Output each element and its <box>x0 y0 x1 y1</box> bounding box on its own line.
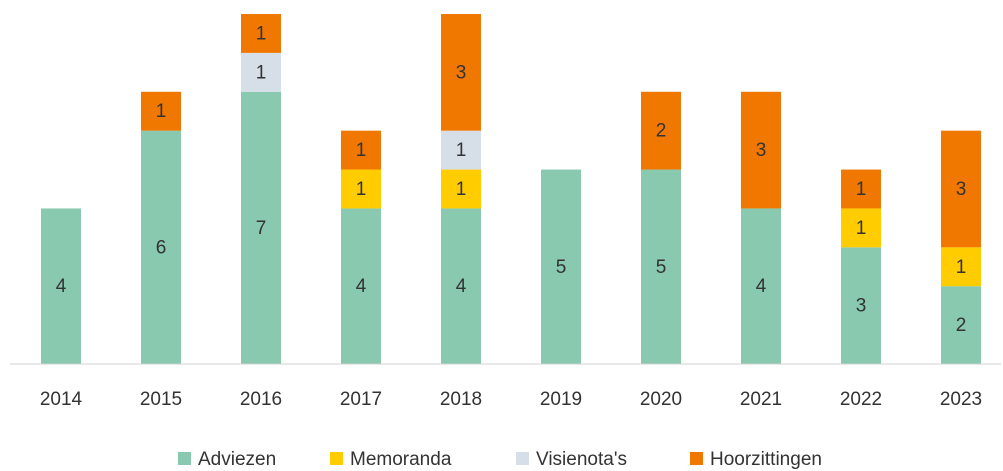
data-label: 3 <box>956 179 967 200</box>
bar-segment <box>441 130 481 170</box>
x-tick-label: 2019 <box>540 389 582 410</box>
x-tick-label: 2020 <box>640 389 682 410</box>
bar-segment <box>841 208 881 248</box>
x-tick-label: 2023 <box>940 389 982 410</box>
bar-segment <box>141 130 181 364</box>
bar-segment <box>741 208 781 364</box>
bar-segment <box>641 91 681 170</box>
data-label: 4 <box>56 276 67 297</box>
data-label: 7 <box>256 218 267 239</box>
legend-swatch <box>330 452 343 465</box>
data-label: 4 <box>356 276 367 297</box>
data-label: 1 <box>356 179 367 200</box>
bar-segment <box>941 286 981 364</box>
data-label: 3 <box>756 140 767 161</box>
bar-segment <box>441 14 481 131</box>
data-label: 1 <box>256 23 267 44</box>
data-label: 6 <box>156 237 167 258</box>
x-tick-label: 2016 <box>240 389 282 410</box>
legend-swatch <box>178 452 191 465</box>
bar-segment <box>341 169 381 209</box>
bar-segment <box>841 169 881 209</box>
data-label: 2 <box>656 121 667 142</box>
data-label: 1 <box>856 218 867 239</box>
data-label: 1 <box>156 101 167 122</box>
bar-segment <box>341 130 381 170</box>
data-label: 1 <box>356 140 367 161</box>
x-tick-label: 2022 <box>840 389 882 410</box>
x-tick-label: 2021 <box>740 389 782 410</box>
bar-segment <box>641 169 681 364</box>
x-tick-label: 2017 <box>340 389 382 410</box>
bar-segment <box>241 91 281 365</box>
bar-segment <box>741 91 781 209</box>
x-tick-label: 2015 <box>140 389 182 410</box>
data-label: 4 <box>456 276 467 297</box>
bar-segment <box>241 14 281 53</box>
data-label: 1 <box>456 179 467 200</box>
bar-segment <box>941 130 981 248</box>
bar-segment <box>41 208 81 364</box>
bar-segment <box>941 247 981 287</box>
x-tick-label: 2014 <box>40 389 83 410</box>
bar-segment <box>441 208 481 364</box>
data-label: 3 <box>856 296 867 317</box>
data-label: 4 <box>756 276 767 297</box>
bar-segment <box>441 169 481 209</box>
data-label: 1 <box>456 140 467 161</box>
data-label: 1 <box>856 179 867 200</box>
legend-swatch <box>516 452 529 465</box>
data-label: 3 <box>456 62 467 83</box>
legend-label: Memoranda <box>350 449 452 470</box>
data-label: 5 <box>556 257 567 278</box>
data-label: 5 <box>656 257 667 278</box>
bar-segment <box>341 208 381 364</box>
legend-swatch <box>690 452 703 465</box>
legend-label: Hoorzittingen <box>710 449 822 470</box>
legend-label: Adviezen <box>198 449 276 470</box>
legend-label: Visienota's <box>536 449 627 470</box>
x-tick-label: 2018 <box>440 389 482 410</box>
bar-segment <box>241 52 281 92</box>
bar-segment <box>541 169 581 364</box>
bar-segment <box>841 247 881 364</box>
data-label: 1 <box>956 257 967 278</box>
data-label: 2 <box>956 315 967 336</box>
bar-segment <box>141 91 181 131</box>
data-label: 1 <box>256 62 267 83</box>
